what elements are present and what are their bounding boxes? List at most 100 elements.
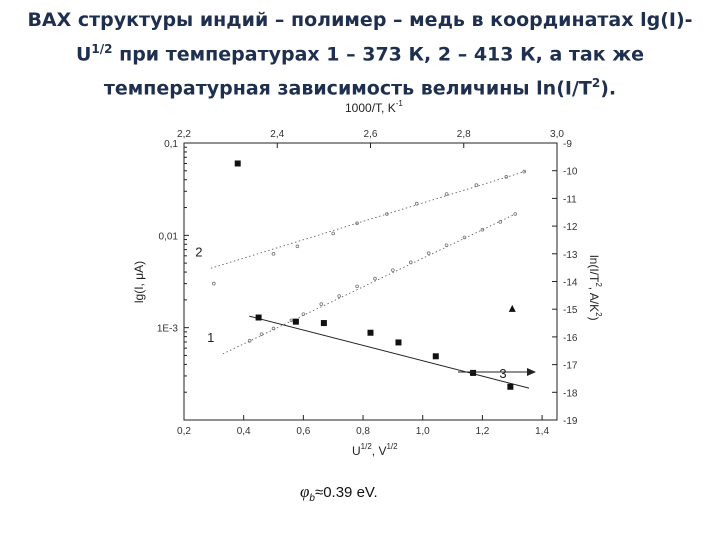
y-tick-label: 0,01 xyxy=(159,231,179,242)
y-tick-label: 0,1 xyxy=(164,139,178,150)
title-line3-post: ). xyxy=(600,77,617,100)
data-point-series-2 xyxy=(414,201,419,206)
x-top-tick-label: 3,0 xyxy=(550,129,564,140)
data-point-series-1 xyxy=(498,220,503,224)
phi-value: ≈0.39 eV. xyxy=(314,484,378,501)
title-line3-sup: 2 xyxy=(591,76,601,91)
data-point-series-3 xyxy=(255,314,262,321)
data-point-series-3 xyxy=(432,353,439,360)
y-right-axis-title: ln(I/T2, A/K2) xyxy=(587,255,603,321)
slide-title: ВАХ структуры индий – полимер – медь в к… xyxy=(20,6,700,104)
curve-label-1: 1 xyxy=(207,330,214,345)
x-tick-label: 1,0 xyxy=(416,426,430,437)
title-line3-pre: температурная зависимость величины ln(I/… xyxy=(103,77,592,100)
data-point-series-1 xyxy=(373,276,377,281)
data-point-series-1 xyxy=(247,339,252,343)
data-point-series-1 xyxy=(513,212,518,216)
data-point-series-3 xyxy=(292,318,299,325)
x-top-tick-label: 2,4 xyxy=(270,129,284,140)
curve-labels-group: 1 2 3 xyxy=(195,244,506,381)
data-point-series-3 xyxy=(320,320,327,327)
y-right-tick-label: -13 xyxy=(563,250,578,261)
y-right-axis-title-end: ) xyxy=(587,317,601,321)
data-point-series-2 xyxy=(355,221,359,226)
title-line2-pre: U xyxy=(75,43,92,66)
data-point-series-1 xyxy=(480,227,485,232)
curve-label-3: 3 xyxy=(499,366,506,381)
data-point-series-1 xyxy=(319,302,324,306)
x-top-tick-label: 2,8 xyxy=(457,129,471,140)
data-point-series-1 xyxy=(355,284,359,289)
title-line1: ВАХ структуры индий – полимер – медь в к… xyxy=(27,9,693,31)
axes-group: 0,2 0,4 0,6 0,8 1,0 1,2 1,4 2,2 2,4 2,6 2,8 3,0 0,1 0… xyxy=(157,129,578,437)
x-tick-label: 0,8 xyxy=(356,426,370,437)
y-tick-label: 1E-3 xyxy=(157,324,179,335)
data-point-series-2 xyxy=(331,231,336,236)
points-group xyxy=(212,160,526,390)
y-right-tick-label: -18 xyxy=(563,388,578,399)
curve-label-2: 2 xyxy=(195,244,202,259)
extra-data-point xyxy=(234,160,241,167)
y-right-tick-label: -17 xyxy=(563,361,578,372)
x-top-axis-title-main: 1000/T, K xyxy=(345,101,396,115)
data-point-series-1 xyxy=(462,235,467,240)
y-right-tick-label: -10 xyxy=(563,167,578,178)
x-axis-title-main: U xyxy=(352,444,361,458)
data-point-series-2 xyxy=(444,192,449,196)
data-point-series-1 xyxy=(408,260,413,265)
data-point-series-2 xyxy=(522,169,526,174)
phi-symbol: φ xyxy=(300,482,310,501)
phi-subscript: b xyxy=(309,493,315,504)
data-point-series-1 xyxy=(337,294,341,298)
data-point-series-1 xyxy=(259,332,264,336)
data-point-series-1 xyxy=(271,326,276,331)
y-right-axis-title-a: ln(I/T xyxy=(587,255,601,283)
y-right-tick-label: -11 xyxy=(563,194,577,205)
x-top-axis-title-sup: -1 xyxy=(396,99,404,108)
x-top-tick-label: 2,6 xyxy=(364,129,378,140)
data-point-series-1 xyxy=(426,251,431,256)
data-point-series-3 xyxy=(470,369,477,376)
data-point-series-1 xyxy=(444,243,449,248)
y-right-tick-label: -9 xyxy=(563,139,572,150)
x-axis-title-unit-sup: 1/2 xyxy=(386,442,398,451)
x-axis-title-unit: , V xyxy=(372,444,387,458)
y-right-axis-title-b: , A/K xyxy=(587,287,601,312)
y-right-axis-title-a-sup: 2 xyxy=(594,282,603,287)
extra-data-point xyxy=(508,304,516,312)
data-point-series-2 xyxy=(474,183,479,187)
x-axis-title: U1/2, V1/2 xyxy=(352,442,398,458)
fit-line-series-2 xyxy=(210,170,528,269)
y-right-tick-label: -14 xyxy=(563,278,578,289)
y-right-tick-label: -16 xyxy=(563,333,578,344)
x-axis-title-sup: 1/2 xyxy=(361,442,373,451)
x-top-tick-label: 2,2 xyxy=(177,129,191,140)
data-point-series-2 xyxy=(504,175,509,179)
data-point-series-2 xyxy=(212,281,216,286)
y-right-tick-label: -12 xyxy=(563,222,578,233)
data-point-series-2 xyxy=(295,244,300,249)
x-tick-label: 1,2 xyxy=(475,426,489,437)
title-line2-sup: 1/2 xyxy=(91,42,113,56)
data-point-series-1 xyxy=(391,268,395,272)
data-point-series-1 xyxy=(289,318,294,323)
data-point-series-1 xyxy=(301,312,306,316)
data-point-series-3 xyxy=(507,383,514,390)
title-line2-post: при температурах 1 – 373 К, 2 – 413 К, а… xyxy=(112,43,645,66)
y-right-tick-label: -15 xyxy=(563,305,578,316)
data-point-series-3 xyxy=(395,339,402,346)
data-point-series-2 xyxy=(385,212,389,216)
data-point-series-2 xyxy=(271,252,276,256)
barrier-height-note: φb≈0.39 eV. xyxy=(300,482,378,504)
curve3-arrowhead xyxy=(527,368,536,376)
x-tick-label: 0,6 xyxy=(296,426,310,437)
x-tick-label: 0,2 xyxy=(177,426,191,437)
y-right-axis-title-b-sup: 2 xyxy=(594,312,603,317)
x-tick-label: 0,4 xyxy=(237,426,251,437)
y-left-axis-title: lg(I, μA) xyxy=(132,261,146,303)
x-tick-label: 1,4 xyxy=(535,426,549,437)
fit-line-series-3 xyxy=(249,315,530,389)
data-point-series-3 xyxy=(367,329,374,336)
y-right-tick-label: -19 xyxy=(563,416,578,427)
